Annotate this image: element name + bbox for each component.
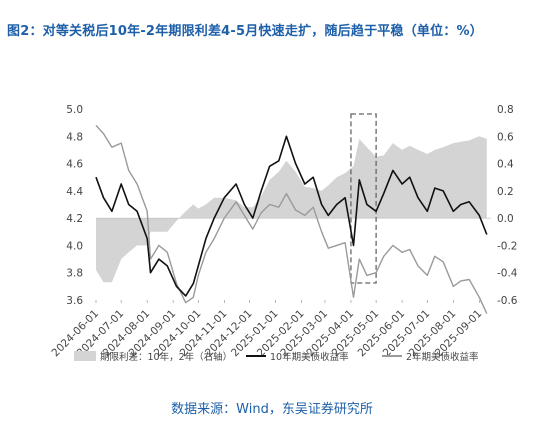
y-left-tick-label: 4.6 [66, 159, 83, 171]
y-right-tick-label: 0.0 [497, 213, 514, 225]
y-left-tick-label: 4.4 [66, 186, 83, 198]
y-left-tick-label: 4.8 [66, 131, 83, 143]
y-right-tick-label: 0.4 [497, 159, 514, 171]
spread-area-layer [96, 136, 491, 283]
source-note: 数据来源：Wind，东吴证券研究所 [171, 402, 373, 417]
y-left-tick-label: 3.8 [66, 268, 83, 280]
y-right-tick-label: 0.2 [497, 186, 514, 198]
highlight-box [350, 113, 377, 284]
y-right-tick-label: 0.8 [497, 104, 514, 116]
y-right-tick-label: 0.6 [497, 131, 514, 143]
legend-label-10y: 10年期美债收益率 [270, 351, 349, 363]
y-right-tick-label: -0.2 [497, 240, 518, 252]
legend: 期限利差：10年，2年（右轴） 10年期美债收益率 2年期美债收益率 [74, 351, 479, 363]
legend-label-2y: 2年期美债收益率 [406, 351, 479, 363]
series-10y-line [95, 135, 488, 297]
legend-swatch-spread [74, 351, 96, 361]
series-2y-line [95, 124, 488, 314]
series-spread-area [96, 136, 487, 283]
y-right-tick-label: -0.6 [497, 295, 518, 307]
chart-title: 图2：对等关税后10年-2年期限利差4-5月快速走扩，随后趋于平稳（单位：%） [7, 24, 483, 39]
y-left-tick-label: 4.2 [66, 213, 83, 225]
y-left-tick-label: 5.0 [66, 104, 83, 116]
y-left-tick-label: 3.6 [66, 295, 83, 307]
highlight-layer [350, 113, 377, 284]
y-left-tick-label: 4.0 [66, 240, 83, 252]
y-right-tick-label: -0.4 [497, 268, 518, 280]
legend-label-spread: 期限利差：10年，2年（右轴） [100, 351, 232, 363]
lines-layer [95, 124, 488, 314]
